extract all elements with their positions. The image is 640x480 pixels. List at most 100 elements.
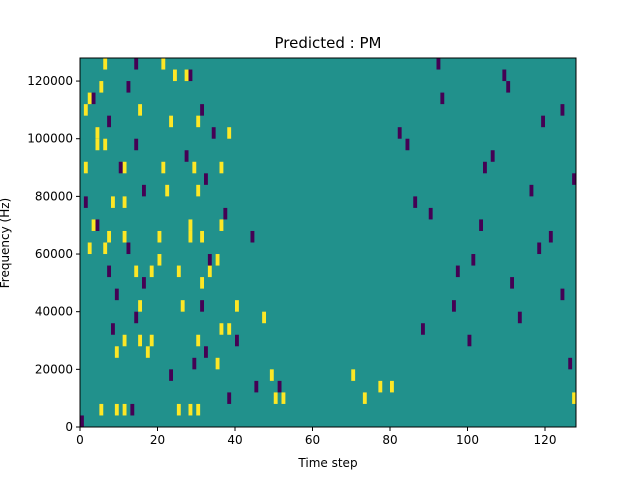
heatmap-cell-low (207, 254, 212, 266)
heatmap-cell-low (83, 196, 88, 208)
heatmap-cell-high (572, 392, 577, 404)
heatmap-cell-low (428, 207, 433, 220)
heatmap-cell-low (126, 81, 131, 93)
heatmap-cell-high (145, 346, 150, 358)
heatmap-cell-low (95, 219, 100, 231)
heatmap-cell-low (80, 415, 84, 427)
heatmap-cell-low (142, 184, 146, 197)
heatmap-cell-low (529, 184, 534, 197)
heatmap-cell-high (99, 81, 104, 93)
x-tick-label: 0 (76, 433, 84, 447)
heatmap-cell-high (95, 138, 100, 151)
heatmap-cell-high (180, 300, 185, 312)
heatmap-cell-low (204, 173, 208, 185)
heatmap-cell-high (103, 138, 108, 151)
heatmap-cell-high (176, 265, 181, 278)
heatmap-cell-low (188, 69, 193, 82)
heatmap-cell-high (196, 403, 201, 416)
heatmap-cell-low (455, 265, 460, 278)
heatmap-cell-high (219, 323, 224, 335)
x-tick-label: 60 (305, 433, 320, 447)
heatmap-cell-high (107, 230, 112, 243)
heatmap-cell-low (211, 127, 216, 139)
heatmap-cell-high (87, 242, 92, 255)
heatmap-cell-low (560, 288, 565, 301)
heatmap-cell-high (157, 230, 162, 243)
heatmap-cell-high (200, 277, 205, 289)
heatmap-cell-low (436, 58, 441, 70)
heatmap-cell-high (138, 334, 143, 347)
heatmap-cell-low (452, 300, 456, 312)
heatmap-cell-high (122, 334, 127, 347)
heatmap-cell-low (405, 138, 410, 151)
heatmap-cell-high (188, 403, 193, 416)
heatmap-cell-low (568, 357, 573, 370)
heatmap-cell-high (95, 127, 100, 139)
heatmap-cell-high (161, 161, 166, 174)
heatmap-cell-low (184, 150, 189, 162)
heatmap-cell-high (114, 403, 119, 416)
heatmap-cell-low (471, 254, 476, 266)
heatmap-cell-high (138, 300, 143, 312)
heatmap-cell-low (572, 173, 577, 185)
heatmap-cell-high (192, 161, 197, 174)
heatmap-cell-high (219, 161, 224, 174)
y-tick-label: 20000 (35, 362, 73, 376)
y-tick-label: 100000 (27, 132, 73, 146)
heatmap-cell-high (184, 69, 189, 82)
heatmap-cell-high (227, 127, 232, 139)
heatmap-cell-low (506, 81, 511, 93)
heatmap-cell-high (165, 184, 170, 197)
heatmap-cell-high (281, 392, 286, 404)
heatmap-cell-low (517, 311, 522, 324)
y-tick-label: 0 (65, 420, 73, 434)
heatmap-cell-low (541, 115, 546, 128)
heatmap-cell-high (122, 161, 127, 174)
y-tick-label: 40000 (35, 305, 73, 319)
heatmap-cell-high (91, 219, 96, 231)
heatmap-cell-low (126, 242, 131, 255)
heatmap-cell-low (204, 346, 208, 358)
heatmap-cell-high (83, 161, 88, 174)
heatmap-cell-low (277, 380, 282, 393)
heatmap-cell-high (188, 219, 193, 231)
heatmap-cell-low (510, 277, 515, 289)
heatmap-cell-high (157, 254, 162, 266)
heatmap-cell-high (169, 115, 174, 128)
x-tick-label: 120 (534, 433, 557, 447)
heatmap-cell-low (111, 323, 115, 335)
heatmap-cell-low (479, 219, 484, 231)
heatmap-cell-high (188, 230, 193, 243)
x-tick-label: 40 (227, 433, 242, 447)
heatmap-cell-high (176, 403, 181, 416)
heatmap-cell-low (421, 323, 425, 335)
heatmap-cell-low (130, 403, 135, 416)
heatmap-cell-high (103, 242, 108, 255)
heatmap-cell-high (207, 265, 212, 278)
heatmap-cell-high (362, 392, 367, 404)
heatmap-cell-high (269, 369, 274, 381)
heatmap-cell-high (215, 357, 220, 370)
heatmap-cell-low (502, 69, 507, 82)
heatmap-cell-high (196, 334, 201, 347)
heatmap-cell-low (223, 207, 228, 220)
heatmap-cell-high (149, 334, 154, 347)
x-tick-label: 20 (150, 433, 165, 447)
heatmap-cell-high (122, 403, 127, 416)
heatmap-cell-high (103, 58, 108, 70)
heatmap-cell-high (227, 323, 232, 335)
heatmap-cell-low (107, 115, 112, 128)
heatmap-cell-low (142, 277, 146, 289)
heatmap-cell-low (490, 150, 495, 162)
heatmap-cell-high (114, 346, 119, 358)
heatmap-cell-high (196, 115, 201, 128)
heatmap-cell-high (262, 311, 267, 324)
plot-frame (79, 57, 577, 428)
heatmap-cell-high (87, 92, 92, 105)
heatmap-cell-high (200, 230, 205, 243)
heatmap-cell-high (378, 380, 383, 393)
heatmap-cell-high (390, 380, 394, 393)
heatmap-cell-high (122, 230, 127, 243)
heatmap-cell-low (413, 196, 418, 208)
heatmap-cell-low (200, 300, 205, 312)
